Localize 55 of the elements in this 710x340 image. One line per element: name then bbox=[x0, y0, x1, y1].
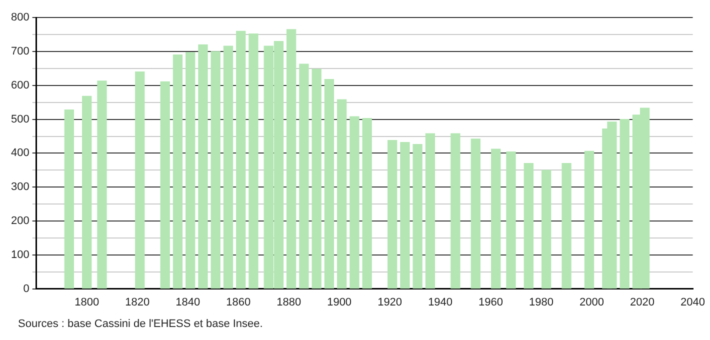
bar bbox=[97, 80, 107, 289]
bar bbox=[620, 118, 630, 289]
bar bbox=[64, 109, 74, 289]
x-tick-label: 1920 bbox=[378, 296, 402, 308]
x-tick-label: 1880 bbox=[276, 296, 302, 308]
y-tick-label: 200 bbox=[10, 215, 30, 228]
x-tick-label: 1800 bbox=[74, 296, 100, 308]
x-tick-label: 2040 bbox=[680, 296, 706, 308]
y-tick-label: 300 bbox=[10, 181, 30, 194]
bar bbox=[172, 54, 183, 289]
bar bbox=[160, 81, 170, 289]
bar bbox=[82, 96, 92, 289]
x-tick-label: 1940 bbox=[428, 296, 453, 308]
y-tick-label: 500 bbox=[10, 113, 30, 126]
bar bbox=[248, 34, 258, 289]
y-tick-label: 700 bbox=[10, 46, 30, 58]
bar bbox=[506, 152, 516, 289]
bar bbox=[584, 150, 594, 289]
y-tick-label: 400 bbox=[10, 147, 30, 160]
bar bbox=[425, 133, 436, 289]
source-note: Sources : base Cassini de l'EHESS et base Insee. bbox=[18, 318, 264, 330]
bar bbox=[186, 52, 196, 289]
x-tick-label: 1860 bbox=[226, 296, 251, 308]
bar bbox=[299, 64, 309, 289]
x-tick-label: 1820 bbox=[125, 296, 150, 308]
bar bbox=[236, 30, 246, 289]
bar bbox=[223, 46, 234, 289]
bar bbox=[324, 78, 334, 289]
bar bbox=[412, 144, 422, 289]
bar bbox=[470, 138, 480, 289]
x-tick-label: 2000 bbox=[580, 296, 604, 308]
x-tick-label: 1900 bbox=[327, 296, 352, 308]
bar bbox=[198, 44, 208, 289]
bar bbox=[388, 140, 398, 289]
bar bbox=[135, 72, 145, 289]
bar bbox=[562, 163, 572, 289]
bar bbox=[450, 133, 460, 289]
y-tick-label: 100 bbox=[10, 248, 30, 261]
x-tick-label: 1960 bbox=[478, 296, 504, 308]
bar bbox=[337, 99, 347, 289]
x-tick-label: 1840 bbox=[176, 296, 200, 308]
bar bbox=[491, 148, 501, 289]
bar bbox=[524, 163, 534, 289]
bar bbox=[542, 170, 552, 289]
x-tick-label: 1980 bbox=[529, 296, 554, 308]
y-tick-label: 0 bbox=[23, 282, 30, 295]
bar bbox=[350, 116, 360, 289]
bar bbox=[362, 118, 372, 289]
bar bbox=[286, 29, 296, 289]
bar bbox=[400, 142, 410, 289]
bar bbox=[312, 68, 322, 289]
x-tick-label: 2020 bbox=[630, 296, 655, 308]
y-tick-label: 800 bbox=[10, 12, 30, 24]
y-tick-label: 600 bbox=[10, 79, 30, 92]
bar bbox=[210, 51, 220, 289]
